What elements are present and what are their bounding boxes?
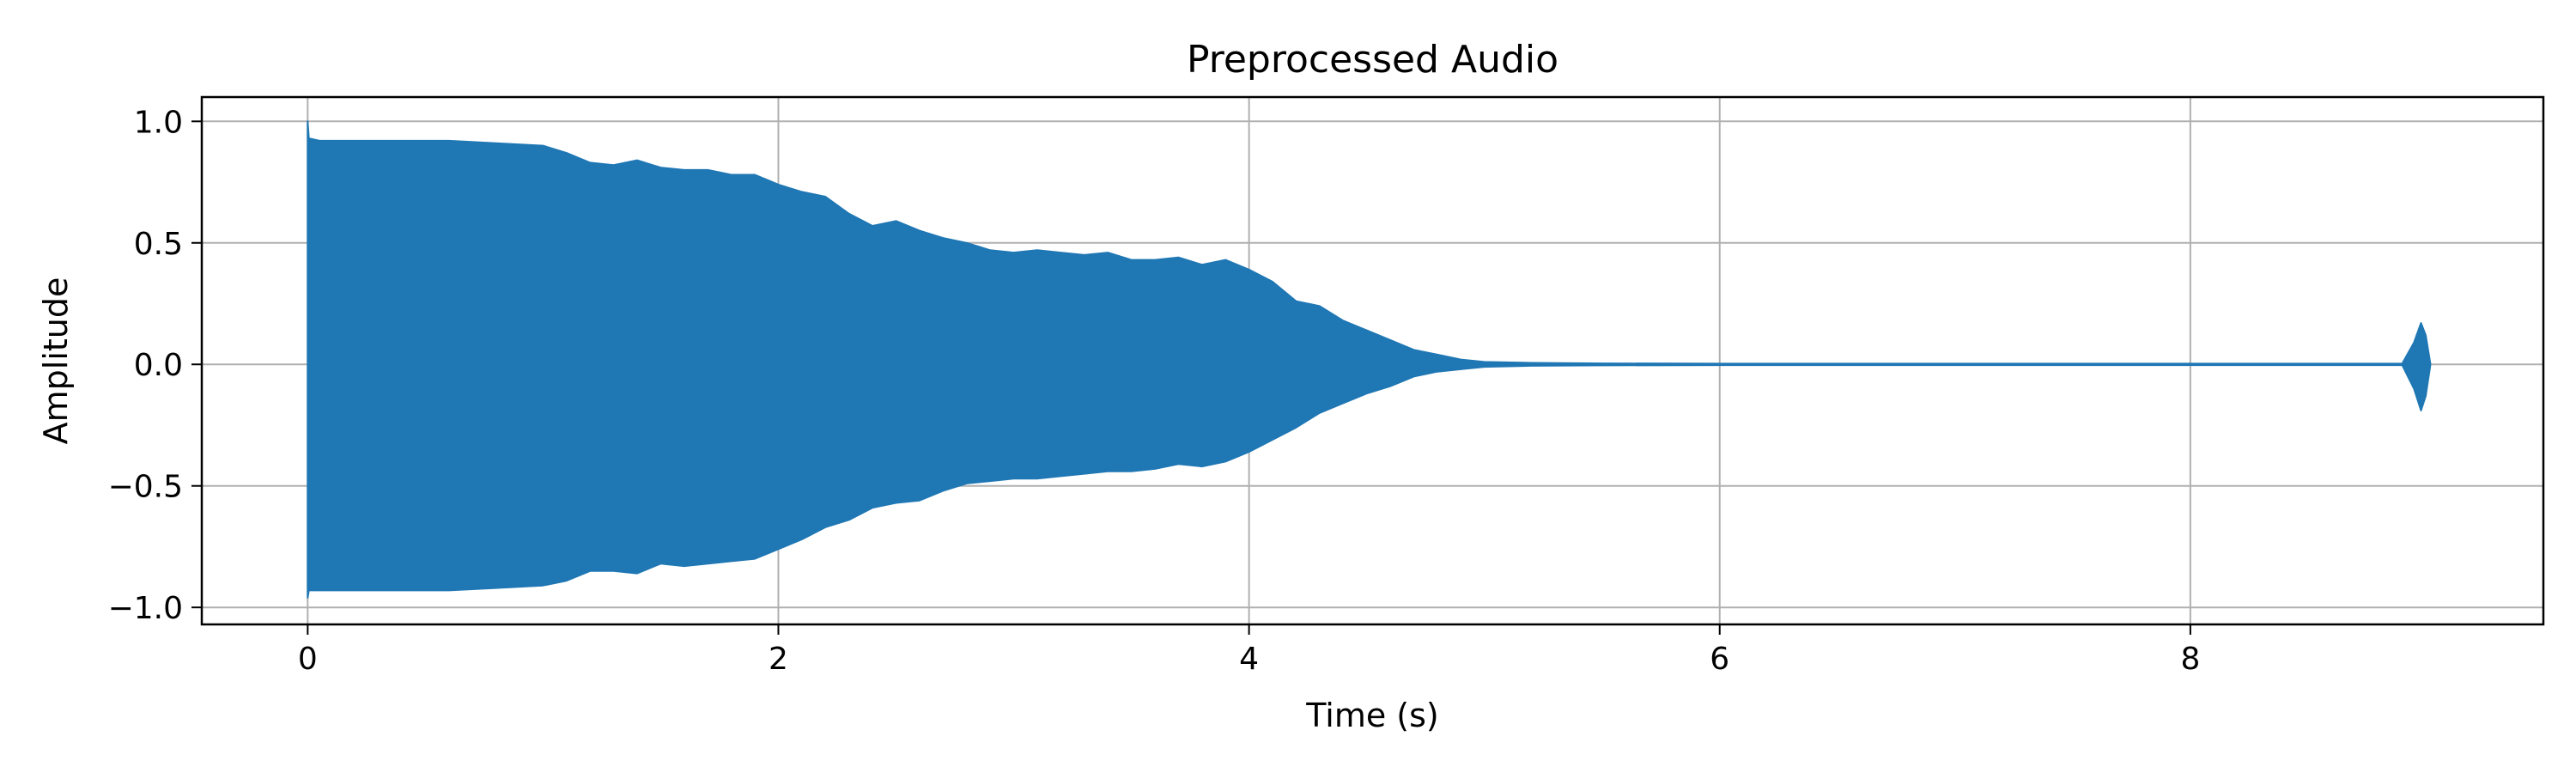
x-tick-label: 2 [769,642,788,677]
plot-area [307,120,2432,599]
y-tick-label: −1.0 [108,591,183,626]
y-tick-label: −0.5 [108,470,183,505]
x-tick-label: 0 [298,642,318,677]
axis-ticks: 0 2 4 6 8 1.0 0.5 0.0 −0.5 −1.0 [108,105,2201,677]
x-tick-label: 8 [2180,642,2200,677]
y-axis-label: Amplitude [37,277,75,445]
x-tick-label: 4 [1239,642,1259,677]
x-tick-label: 6 [1710,642,1729,677]
axes-frame [200,95,2545,626]
y-tick-label: 0.0 [134,348,183,383]
chart-title: Preprocessed Audio [1187,38,1558,82]
x-axis-label: Time (s) [1305,697,1439,734]
y-tick-label: 0.5 [134,227,183,262]
y-tick-label: 1.0 [134,105,183,140]
waveform-series [307,120,2432,599]
